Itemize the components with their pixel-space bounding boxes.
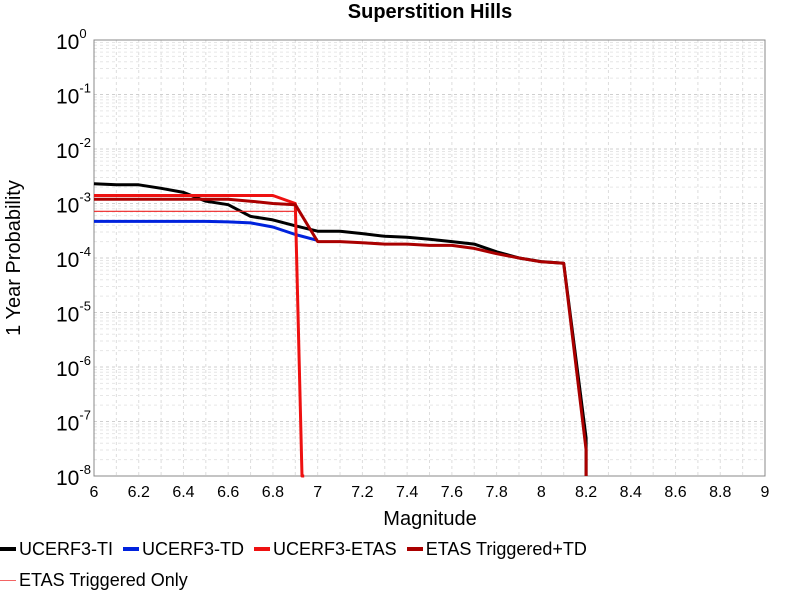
legend-item: UCERF3-TD [123,539,244,560]
x-tick-label: 6 [90,484,99,501]
grid-lines [94,40,765,476]
y-tick-label: 10-6 [56,353,91,381]
x-tick-label: 7.2 [351,484,373,501]
x-tick-label: 7 [313,484,322,501]
x-tick-label: 7.4 [396,484,418,501]
y-tick-label: 10-2 [56,135,91,163]
series-lines [93,182,588,478]
x-axis-label: Magnitude [383,508,476,530]
legend-label: ETAS Triggered Only [19,569,188,590]
legend-item: ETAS Triggered Only [0,570,188,591]
legend-item: UCERF3-ETAS [254,539,397,560]
x-tick-label: 6.8 [262,484,284,501]
y-tick-label: 100 [56,26,87,54]
legend-item: ETAS Triggered+TD [406,538,587,560]
series-line-1 [94,219,319,242]
legend-swatch [123,547,139,551]
series-line-3 [94,197,588,476]
legend-label: ETAS Triggered+TD [425,538,587,559]
x-tick-label: 8 [537,484,546,501]
legend-label: UCERF3-TI [19,538,113,559]
legend: UCERF3-TI UCERF3-TD UCERF3-ETAS ETAS Trigge… [0,536,597,562]
x-tick-label: 9 [761,484,770,501]
x-tick-label: 6.2 [128,484,150,501]
x-tick-label: 6.4 [172,484,194,501]
plot-border [93,39,766,477]
y-tick-label: 10-8 [56,462,91,490]
legend-swatch [254,547,270,551]
x-tick-label: 7.8 [485,484,507,501]
x-tick-label: 8.4 [620,484,642,501]
x-tick-label: 7.6 [441,484,463,501]
legend-swatch [0,547,16,551]
legend-continued: ETAS Triggered Only [0,567,198,593]
y-tick-label: 10-7 [56,408,91,436]
legend-swatch [0,579,16,581]
x-tick-label: 8.2 [575,484,597,501]
legend-item: UCERF3-TI [0,539,113,560]
legend-swatch [406,547,423,551]
legend-label: UCERF3-TD [142,538,244,559]
legend-label: UCERF3-ETAS [273,538,397,559]
chart-title: Superstition Hills [348,1,512,23]
y-axis-label: 1 Year Probability [3,180,25,336]
x-tick-label: 8.6 [664,484,686,501]
x-axis-ticks: 6 6.2 6.4 6.6 6.8 7 7.2 7.4 7.6 7.8 8 8.2 8.4 8.6 8.8 9 [90,484,770,501]
y-tick-label: 10-1 [56,81,91,109]
x-tick-label: 6.6 [217,484,239,501]
x-tick-label: 8.8 [709,484,731,501]
y-tick-label: 10-3 [56,190,91,218]
y-tick-label: 10-4 [56,244,91,272]
y-axis-ticks: 100 10-1 10-2 10-3 10-4 10-5 10-6 10-7 10-8 [56,26,91,490]
y-tick-label: 10-5 [56,299,91,327]
